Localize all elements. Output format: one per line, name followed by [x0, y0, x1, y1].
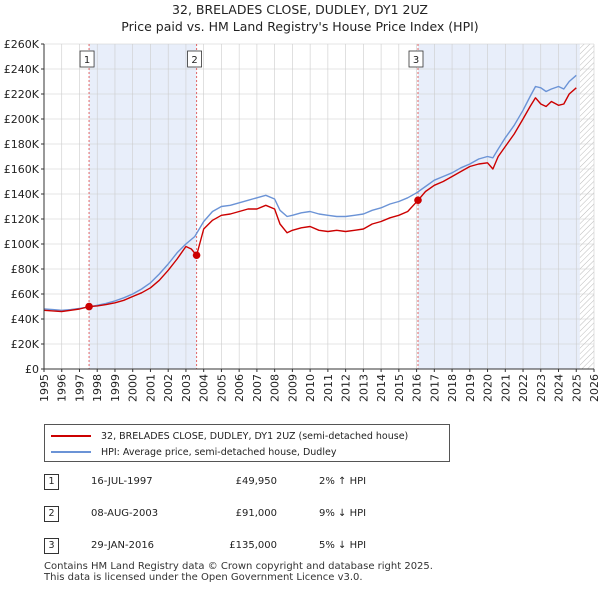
sale-point [85, 302, 93, 311]
y-tick-label: £40K [11, 313, 40, 326]
sale-date: 08-AUG-2003 [91, 508, 159, 519]
shaded-region [418, 44, 580, 369]
x-tick-label: 1998 [91, 374, 104, 402]
footer: Contains HM Land Registry data © Crown c… [44, 561, 433, 583]
x-tick-label: 2005 [215, 374, 228, 402]
sale-price: £91,000 [235, 508, 277, 519]
chart-subtitle: Price paid vs. HM Land Registry's House … [121, 19, 479, 34]
x-tick-label: 2003 [180, 374, 193, 402]
y-tick-label: £180K [4, 138, 40, 151]
sale-point [192, 251, 201, 260]
sale-row: 1 16-JUL-1997 £49,950 2% ↑ HPI [44, 472, 404, 492]
sale-marker-label: 2 [191, 55, 197, 66]
sale-price: £49,950 [235, 476, 277, 487]
sale-hpi-diff: 5% ↓ HPI [319, 540, 367, 551]
y-tick-label: £140K [4, 188, 40, 201]
sale-marker-label: 1 [84, 55, 90, 66]
footer-licence: This data is licensed under the Open Gov… [44, 572, 363, 583]
x-tick-label: 2009 [286, 374, 299, 402]
x-tick-label: 2023 [535, 374, 548, 402]
legend-swatch-property [51, 435, 91, 437]
sale-hpi-diff: 9% ↓ HPI [319, 508, 367, 519]
x-tick-label: 2001 [144, 374, 157, 402]
x-tick-label: 2012 [340, 374, 353, 402]
x-tick-label: 2025 [570, 374, 583, 402]
y-tick-label: £20K [11, 338, 40, 351]
sale-number: 2 [44, 506, 59, 522]
sale-date: 29-JAN-2016 [91, 540, 155, 551]
x-tick-label: 2015 [393, 374, 406, 402]
sale-marker-box [187, 50, 202, 68]
property-price-line [43, 87, 577, 313]
hpi-line [43, 74, 577, 311]
x-tick-label: 2022 [517, 374, 530, 402]
x-tick-label: 1999 [109, 374, 122, 402]
y-tick-label: £200K [4, 113, 40, 126]
x-tick-label: 2010 [304, 374, 317, 402]
sale-hpi-diff: 2% ↑ HPI [319, 476, 367, 487]
x-tick-label: 2002 [162, 374, 175, 402]
y-tick-label: £240K [4, 63, 40, 76]
sale-marker-label: 3 [413, 55, 419, 66]
y-tick-label: £220K [4, 88, 40, 101]
y-tick-label: £100K [4, 238, 40, 251]
x-tick-label: 2013 [357, 374, 370, 402]
sale-point [414, 196, 422, 205]
x-tick-label: 2008 [269, 374, 282, 402]
y-tick-label: £160K [4, 163, 40, 176]
sale-row: 2 08-AUG-2003 £91,000 9% ↓ HPI [44, 504, 404, 524]
x-tick-label: 2017 [428, 374, 441, 402]
x-tick-label: 2024 [553, 374, 566, 402]
x-tick-label: 2019 [464, 374, 477, 402]
legend-item-hpi: HPI: Average price, semi-detached house,… [51, 444, 336, 460]
shaded-region [89, 44, 197, 369]
legend-label-hpi: HPI: Average price, semi-detached house,… [101, 446, 337, 458]
sale-row: 3 29-JAN-2016 £135,000 5% ↓ HPI [44, 536, 404, 556]
x-tick-label: 2000 [127, 374, 140, 402]
x-tick-label: 2004 [198, 374, 211, 402]
x-tick-label: 2026 [588, 374, 600, 402]
y-tick-label: £0 [25, 363, 39, 376]
sale-marker-box [408, 50, 424, 68]
x-tick-label: 1997 [73, 374, 86, 402]
x-tick-label: 1996 [56, 374, 69, 402]
y-tick-label: £80K [11, 263, 40, 276]
price-chart: £0 £20K £40K £60K £80K £100K £120K £140K £160K £1… [4, 38, 600, 402]
legend-swatch-hpi [51, 451, 91, 453]
x-tick-label: 2007 [251, 374, 264, 402]
forecast-hatch [579, 44, 594, 369]
x-tick-label: 2018 [446, 374, 459, 402]
y-tick-label: £120K [4, 213, 40, 226]
x-tick-label: 2006 [233, 374, 246, 402]
y-tick-label: £260K [4, 38, 40, 51]
sale-price: £135,000 [229, 540, 277, 551]
x-tick-label: 2020 [482, 374, 495, 402]
sale-date: 16-JUL-1997 [91, 476, 153, 487]
sale-number: 3 [44, 538, 59, 554]
chart-title: 32, BRELADES CLOSE, DUDLEY, DY1 2UZ [172, 2, 428, 17]
x-tick-label: 2014 [375, 374, 388, 402]
x-tick-label: 2016 [411, 374, 424, 402]
legend-item-property: 32, BRELADES CLOSE, DUDLEY, DY1 2UZ (sem… [51, 428, 408, 444]
sale-number: 1 [44, 474, 59, 490]
legend: 32, BRELADES CLOSE, DUDLEY, DY1 2UZ (sem… [44, 424, 450, 462]
sale-marker-box [79, 50, 95, 68]
legend-label-property: 32, BRELADES CLOSE, DUDLEY, DY1 2UZ (sem… [101, 430, 409, 442]
y-tick-label: £60K [11, 288, 40, 301]
x-tick-label: 1995 [38, 374, 51, 402]
footer-copyright: Contains HM Land Registry data © Crown c… [44, 561, 433, 572]
x-tick-label: 2011 [322, 374, 335, 402]
x-tick-label: 2021 [499, 374, 512, 402]
